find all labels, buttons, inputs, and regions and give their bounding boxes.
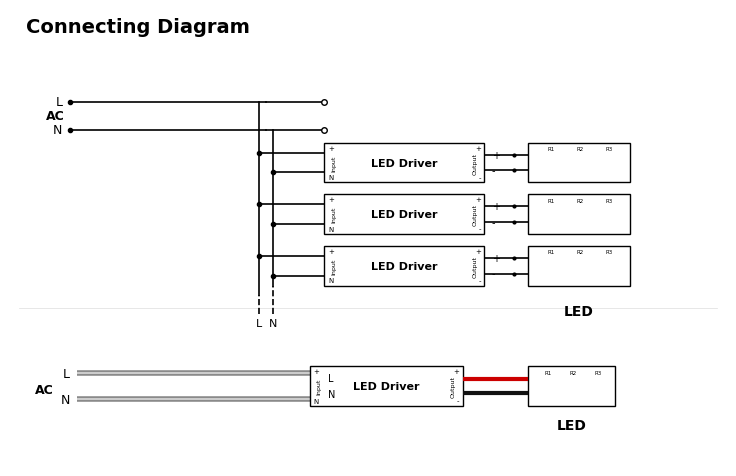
Text: N: N xyxy=(328,175,333,181)
Text: R2: R2 xyxy=(577,147,584,152)
Bar xyxy=(310,367,463,406)
Text: R1: R1 xyxy=(545,370,552,375)
Text: LED: LED xyxy=(557,418,587,432)
Text: +: + xyxy=(535,367,543,377)
Text: +: + xyxy=(314,369,319,375)
Text: +: + xyxy=(492,150,500,160)
Text: -: - xyxy=(456,398,459,404)
Text: R1: R1 xyxy=(548,147,555,152)
Text: L: L xyxy=(63,367,70,380)
Text: -: - xyxy=(492,269,495,279)
Text: Input: Input xyxy=(331,155,336,171)
Text: +: + xyxy=(475,248,481,255)
Text: Output: Output xyxy=(473,152,478,174)
Text: +: + xyxy=(453,369,459,375)
Bar xyxy=(528,246,630,286)
Text: Input: Input xyxy=(316,378,322,395)
Text: R2: R2 xyxy=(577,198,584,203)
Text: R1: R1 xyxy=(548,250,555,255)
Text: Input: Input xyxy=(331,258,336,274)
Text: R2: R2 xyxy=(570,370,576,375)
Text: -: - xyxy=(478,226,481,232)
Text: R3: R3 xyxy=(606,147,613,152)
Text: LED Driver: LED Driver xyxy=(353,381,420,391)
Text: N: N xyxy=(60,393,70,406)
Text: -: - xyxy=(492,218,495,228)
Text: AC: AC xyxy=(46,110,65,123)
Text: LED Driver: LED Driver xyxy=(371,261,438,271)
Text: Output: Output xyxy=(450,375,456,397)
Text: Connecting Diagram: Connecting Diagram xyxy=(26,18,250,37)
Bar xyxy=(325,195,484,235)
Text: R3: R3 xyxy=(606,198,613,203)
Text: R1: R1 xyxy=(548,198,555,203)
Bar xyxy=(325,143,484,183)
Text: N: N xyxy=(314,398,319,404)
Text: -: - xyxy=(492,166,495,176)
Text: LED Driver: LED Driver xyxy=(371,209,438,219)
Text: +: + xyxy=(492,253,500,263)
Text: -: - xyxy=(478,278,481,284)
Text: N: N xyxy=(328,226,333,232)
Text: R3: R3 xyxy=(606,250,613,255)
Bar xyxy=(528,367,615,406)
Text: -: - xyxy=(478,175,481,181)
Text: +: + xyxy=(328,197,334,203)
Text: +: + xyxy=(328,248,334,255)
Text: Input: Input xyxy=(331,207,336,223)
Bar xyxy=(528,143,630,183)
Text: N: N xyxy=(328,278,333,284)
Text: LED: LED xyxy=(564,305,594,318)
Text: +: + xyxy=(328,146,334,152)
Text: R2: R2 xyxy=(577,250,584,255)
Bar xyxy=(325,246,484,286)
Text: N: N xyxy=(269,318,277,328)
Text: L: L xyxy=(328,373,333,383)
Text: N: N xyxy=(328,389,336,399)
Text: Output: Output xyxy=(473,255,478,277)
Bar xyxy=(528,195,630,235)
Text: N: N xyxy=(53,124,63,137)
Text: L: L xyxy=(55,96,63,109)
Text: L: L xyxy=(255,318,262,328)
Text: AC: AC xyxy=(35,384,54,397)
Text: +: + xyxy=(475,146,481,152)
Text: +: + xyxy=(492,202,500,212)
Text: -: - xyxy=(535,395,539,405)
Text: Output: Output xyxy=(473,204,478,226)
Text: LED Driver: LED Driver xyxy=(371,158,438,168)
Text: +: + xyxy=(475,197,481,203)
Text: R3: R3 xyxy=(594,370,601,375)
